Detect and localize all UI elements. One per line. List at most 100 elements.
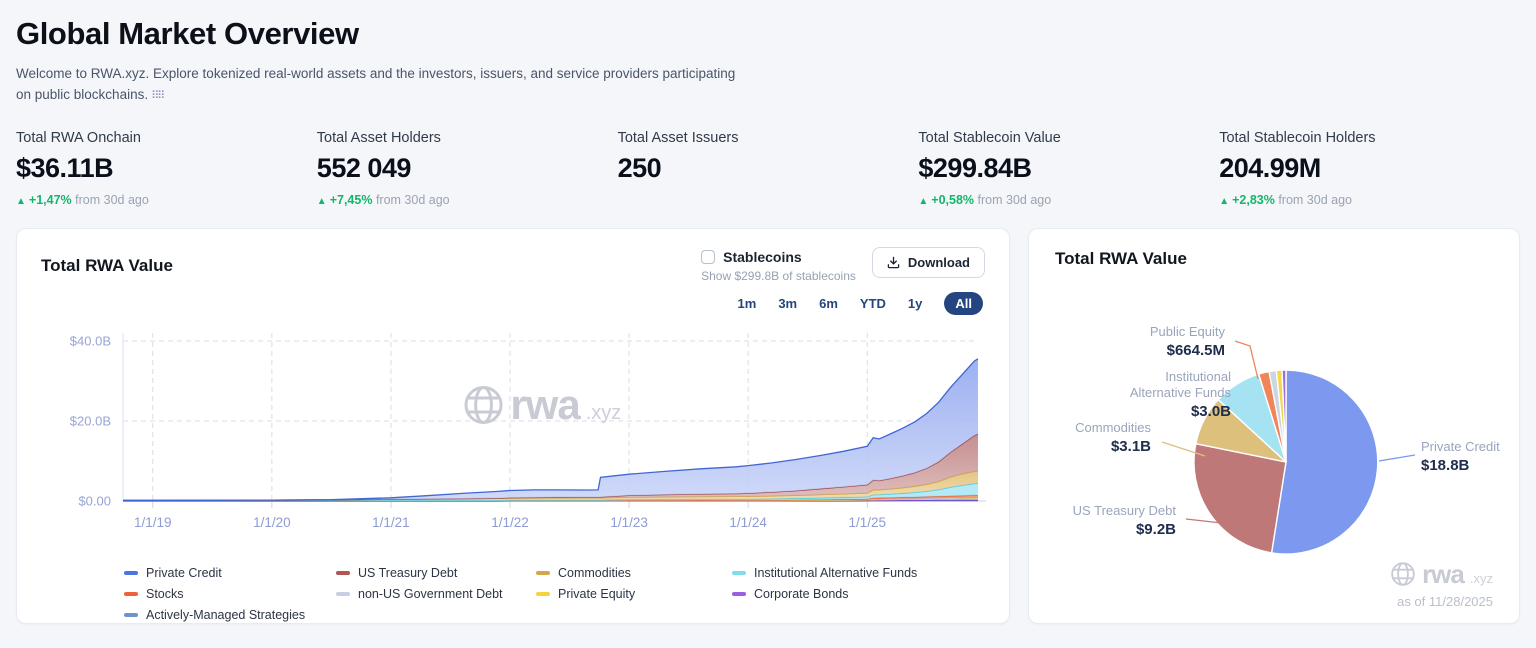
download-label: Download	[907, 254, 970, 270]
stat-value: $299.84B	[918, 152, 1032, 183]
legend-swatch	[336, 570, 350, 575]
legend-swatch	[536, 591, 550, 596]
stat-label: Total Stablecoin Holders	[1219, 129, 1376, 146]
as-of-label: as of 11/28/2025	[1397, 593, 1493, 609]
stat-label: Total RWA Onchain	[16, 129, 141, 146]
area-chart-wrap: $0.00 $20.0B $40.0B 1/1/19 1/1/20 1/1/21 1/1/2…	[33, 319, 993, 553]
range-1m[interactable]: 1m	[737, 295, 757, 311]
pie-slice-name: Private Credit	[1421, 438, 1500, 454]
range-6m[interactable]: 6m	[819, 295, 838, 311]
stat-value: 250	[617, 152, 662, 183]
stat-label: Total Asset Holders	[316, 129, 441, 146]
stat-change-pct: +2,83%	[1232, 192, 1275, 207]
range-all[interactable]: All	[944, 291, 983, 315]
legend-item-us-treasury-debt[interactable]: US Treasury Debt	[336, 566, 536, 580]
legend-label: Private Equity	[558, 586, 636, 601]
legend-label: non-US Government Debt	[358, 586, 503, 601]
legend-item-non-us-government-debt[interactable]: non-US Government Debt	[336, 587, 536, 601]
total-rwa-value-area-card: Total RWA Value Stablecoins Show $299.8B…	[16, 227, 1010, 624]
stat-change-note: from 30d ago	[75, 192, 149, 207]
stat-change-pct: +1,47%	[28, 192, 72, 207]
blockchain-icon: ⠿⠿	[151, 89, 165, 102]
legend-label: Corporate Bonds	[754, 586, 849, 601]
stat-change-note: from 30d ago	[1278, 192, 1352, 207]
svg-text:1/1/22: 1/1/22	[491, 515, 529, 530]
legend-item-commodities[interactable]: Commodities	[536, 566, 732, 580]
svg-text:1/1/23: 1/1/23	[610, 515, 648, 530]
pie-label-institutional-alternative-funds: Institutional Alternative Funds $3.0B	[1109, 369, 1231, 422]
up-triangle-icon: ▲	[918, 195, 929, 207]
stat-change-note: from 30d ago	[977, 192, 1052, 207]
stat-change-note: from 30d ago	[375, 192, 450, 207]
legend-swatch	[536, 570, 550, 575]
stat-value: 204.99M	[1219, 152, 1321, 183]
rwa-area-chart[interactable]: $0.00 $20.0B $40.0B 1/1/19 1/1/20 1/1/21 1/1/2…	[33, 319, 995, 553]
svg-text:$0.00: $0.00	[78, 493, 111, 508]
download-icon	[887, 256, 900, 269]
stablecoins-subtext: Show $299.8B of stablecoins	[701, 268, 856, 283]
legend-swatch	[336, 591, 350, 596]
area-card-title: Total RWA Value	[41, 255, 173, 275]
stablecoins-checkbox[interactable]	[701, 249, 716, 264]
page-subtitle-text: Welcome to RWA.xyz. Explore tokenized re…	[16, 66, 736, 102]
download-button[interactable]: Download	[871, 246, 985, 278]
svg-text:1/1/24: 1/1/24	[729, 515, 767, 530]
legend-item-institutional-alternative-funds[interactable]: Institutional Alternative Funds	[732, 566, 985, 580]
up-triangle-icon: ▲	[316, 195, 327, 207]
area-card-controls: Stablecoins Show $299.8B of stablecoins …	[701, 246, 985, 283]
legend-label: Institutional Alternative Funds	[754, 565, 918, 580]
svg-text:1/1/21: 1/1/21	[372, 515, 410, 530]
stat-change	[618, 193, 919, 208]
up-triangle-icon: ▲	[16, 195, 26, 207]
legend-item-corporate-bonds[interactable]: Corporate Bonds	[732, 587, 985, 601]
range-ytd[interactable]: YTD	[859, 295, 886, 311]
pie-slice-private-credit[interactable]	[1270, 369, 1379, 555]
stat-value: $36.11B	[16, 152, 114, 183]
legend-item-stocks[interactable]: Stocks	[124, 587, 336, 601]
legend-swatch	[124, 570, 138, 575]
stat-change: ▲ +0,58% from 30d ago	[918, 193, 1219, 208]
legend-swatch	[732, 570, 746, 575]
stat-total-stablecoin-holders: Total Stablecoin Holders 204.99M ▲ +2,83%…	[1219, 130, 1520, 208]
legend-swatch	[124, 591, 138, 596]
pie-slice-name: Institutional Alternative Funds	[1129, 368, 1231, 401]
range-3m[interactable]: 3m	[778, 295, 798, 311]
pie-label-private-credit: Private Credit $18.8B	[1421, 439, 1500, 476]
stat-change: ▲ +7,45% from 30d ago	[317, 193, 618, 208]
pie-slice-value: $3.0B	[1190, 403, 1231, 421]
stat-change-pct: +0,58%	[931, 192, 975, 207]
range-1y[interactable]: 1y	[907, 295, 923, 311]
pie-slice-value: $18.8B	[1421, 457, 1470, 475]
up-triangle-icon: ▲	[1219, 195, 1230, 207]
pie-card-title: Total RWA Value	[1055, 248, 1187, 268]
pie-label-commodities: Commodities $3.1B	[1075, 420, 1151, 457]
stablecoins-label[interactable]: Stablecoins	[723, 248, 802, 265]
pie-slice-us-treasury-debt[interactable]	[1193, 442, 1287, 554]
time-range-selector: 1m 3m 6m YTD 1y All	[17, 283, 1009, 315]
page-title: Global Market Overview	[16, 16, 359, 51]
page-subtitle: Welcome to RWA.xyz. Explore tokenized re…	[16, 64, 751, 106]
legend-item-private-credit[interactable]: Private Credit	[124, 566, 336, 580]
area-legend: Private Credit US Treasury Debt Commoditie…	[17, 553, 1009, 622]
pie-label-us-treasury-debt: US Treasury Debt $9.2B	[1073, 503, 1176, 540]
svg-text:$40.0B: $40.0B	[70, 333, 111, 348]
stat-total-stablecoin-value: Total Stablecoin Value $299.84B ▲ +0,58% …	[918, 130, 1219, 208]
stat-change: ▲ +2,83% from 30d ago	[1219, 193, 1520, 208]
svg-text:$20.0B: $20.0B	[70, 413, 111, 428]
legend-item-private-equity[interactable]: Private Equity	[536, 587, 732, 601]
total-rwa-value-pie-card: Total RWA Value Public Equity $664.5M Ins…	[1028, 227, 1521, 625]
legend-swatch	[124, 612, 138, 617]
pie-slice-corporate-bonds[interactable]	[1281, 369, 1287, 463]
charts-row: Total RWA Value Stablecoins Show $299.8B…	[16, 227, 1521, 625]
pie-slice-value: $3.1B	[1110, 438, 1151, 456]
pie-label-public-equity: Public Equity $664.5M	[1150, 324, 1225, 361]
global-market-overview-page: Global Market Overview Welcome to RWA.xy…	[16, 16, 1521, 625]
legend-label: Commodities	[558, 565, 631, 580]
stablecoins-toggle-block: Stablecoins Show $299.8B of stablecoins	[701, 247, 856, 283]
rwa-pie-chart[interactable]	[1029, 229, 1521, 625]
area-card-header: Total RWA Value Stablecoins Show $299.8B…	[17, 229, 1009, 283]
legend-item-actively-managed-strategies[interactable]: Actively-Managed Strategies	[124, 608, 336, 622]
pie-slice-value: $664.5M	[1166, 342, 1225, 360]
legend-label: Private Credit	[146, 565, 222, 580]
pie-slice-name: US Treasury Debt	[1072, 502, 1176, 518]
